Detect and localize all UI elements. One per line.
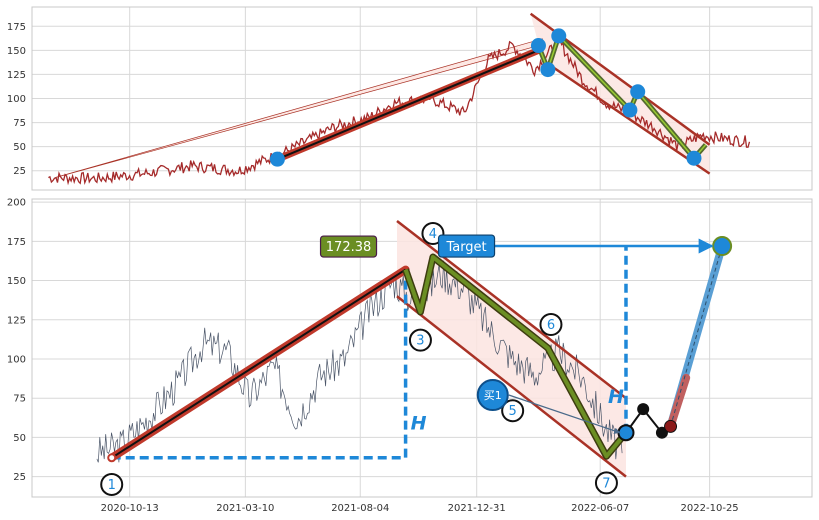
- top-channel-lower: [541, 58, 711, 175]
- bottom-projection-dot: [637, 403, 650, 416]
- bottom-projection-core: [670, 245, 723, 427]
- bottom-zigzag-inner: [403, 255, 628, 459]
- wave-label-text: 1: [108, 478, 116, 493]
- bottom-plot-frame: [31, 198, 813, 498]
- top-y-tick-label: 100: [7, 94, 26, 105]
- bottom-y-tick-label: 100: [7, 354, 26, 365]
- bottom-price-line: [96, 260, 623, 463]
- bottom-impulse-core: [111, 268, 407, 459]
- top-y-tick-label: 75: [13, 118, 26, 129]
- bottom-channel-upper: [396, 219, 627, 400]
- top-y-tick-label: 150: [7, 46, 26, 57]
- top-wave-marker: [269, 151, 285, 167]
- top-y-tick-label: 50: [13, 142, 26, 153]
- bottom-y-tick-label: 125: [7, 315, 26, 326]
- top-y-tick-label: 25: [13, 166, 26, 177]
- bottom-x-tick-label: 2022-06-07: [571, 503, 629, 514]
- bottom-y-tick-label: 25: [13, 472, 26, 483]
- wave-label-circle: [408, 328, 432, 352]
- top-trend-line-core: [277, 49, 539, 161]
- top-wave-marker: [622, 102, 638, 118]
- wave-label-text: 7: [602, 476, 610, 491]
- h-label-2: H: [608, 386, 624, 408]
- bottom-y-tick-label: 50: [13, 433, 26, 444]
- bottom-y-tick-label: 200: [7, 198, 26, 209]
- bottom-x-tick-label: 2021-03-10: [216, 503, 274, 514]
- bottom-channel-fill: [396, 220, 626, 477]
- bottom-start-marker: [107, 453, 117, 463]
- top-wave-marker: [530, 38, 546, 54]
- bottom-x-tick-label: 2022-10-25: [681, 503, 739, 514]
- bottom-x-tick-label: 2021-12-31: [448, 503, 506, 514]
- bottom-entry-marker: [617, 424, 635, 442]
- price-label-text: 172.38: [326, 240, 372, 255]
- bottom-y-tick-label: 150: [7, 276, 26, 287]
- wave-label-text: 5: [509, 404, 517, 419]
- buy-label-text: 买1: [484, 389, 502, 402]
- target-label-text: Target: [445, 240, 486, 255]
- bottom-x-tick-label: 2020-10-13: [101, 503, 159, 514]
- wave-label-text: 3: [416, 334, 424, 349]
- h-label-1: H: [411, 413, 427, 435]
- top-y-tick-label: 175: [7, 22, 26, 33]
- bottom-channel-lower: [396, 295, 627, 478]
- target-label-box: [437, 234, 496, 258]
- top-wave-marker: [551, 28, 567, 44]
- bottom-y-tick-label: 75: [13, 394, 26, 405]
- top-plot-frame: [31, 6, 813, 191]
- bottom-buy-arrow: [508, 394, 621, 434]
- wave-label-circle: [539, 312, 563, 336]
- top-wave-marker: [686, 150, 702, 166]
- buy-label-circle: [476, 379, 509, 412]
- top-wave-marker: [540, 62, 556, 78]
- wave-label-circle: [594, 471, 618, 495]
- wave-label-text: 4: [429, 227, 437, 242]
- top-y-tick-label: 125: [7, 70, 26, 81]
- wave-label-circle: [100, 472, 124, 496]
- bottom-projection-dot: [664, 419, 678, 433]
- wave-label-circle: [501, 399, 525, 423]
- bottom-y-tick-label: 175: [7, 237, 26, 248]
- bottom-x-tick-label: 2021-08-04: [331, 503, 389, 514]
- bottom-target-marker: [712, 236, 733, 257]
- price-label-box: [319, 235, 378, 258]
- top-chart-panel: 25 50 75 100 125 150 175: [7, 6, 813, 191]
- top-wave-marker: [630, 84, 646, 100]
- wave-label-text: 6: [547, 318, 555, 333]
